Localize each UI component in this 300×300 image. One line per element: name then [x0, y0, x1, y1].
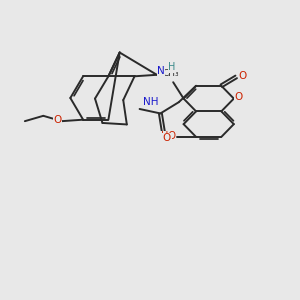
- Text: NH: NH: [143, 97, 158, 107]
- Text: O: O: [238, 71, 247, 81]
- Text: CH₃: CH₃: [163, 69, 179, 78]
- Text: O: O: [53, 115, 61, 125]
- Text: O: O: [234, 92, 243, 102]
- Text: H: H: [168, 62, 176, 72]
- Text: O: O: [163, 134, 171, 143]
- Text: HO: HO: [161, 131, 176, 141]
- Text: N: N: [157, 66, 165, 76]
